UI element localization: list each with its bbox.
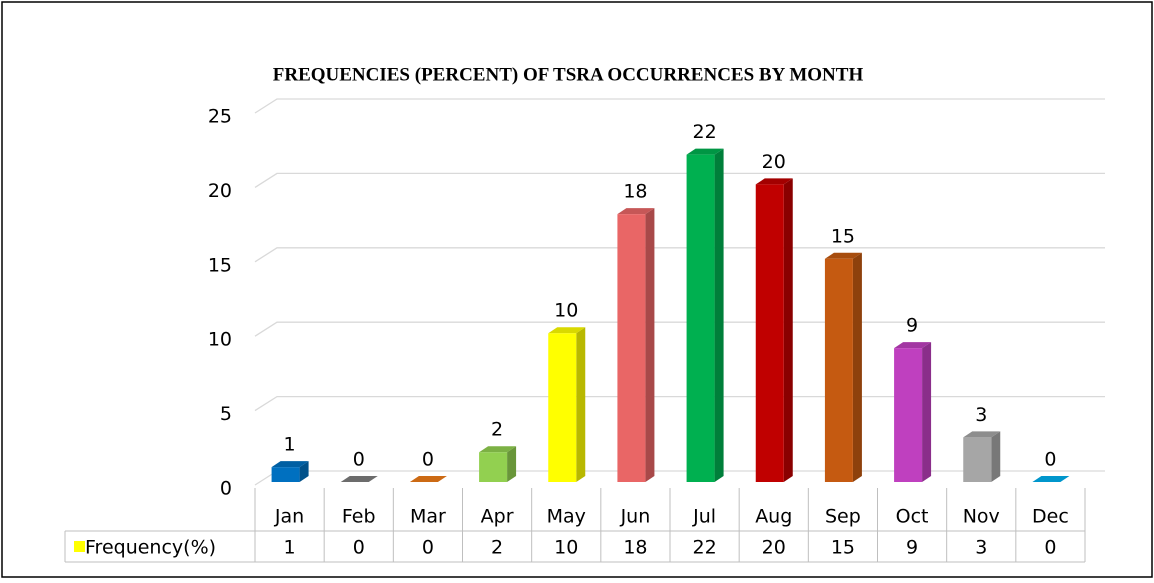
bar: [824, 252, 862, 482]
x-tick-label: Dec: [1032, 506, 1069, 528]
grid-line: [254, 172, 1105, 188]
data-label: 22: [692, 121, 716, 143]
bar-front: [824, 258, 853, 482]
y-tick-label: 15: [208, 254, 232, 276]
table-value: 1: [284, 537, 296, 559]
data-label: 15: [831, 225, 855, 247]
bar: [409, 476, 447, 482]
table-value: 3: [975, 537, 987, 559]
data-label: 0: [353, 449, 365, 471]
bar-top: [617, 208, 655, 215]
x-tick-label: Apr: [481, 506, 514, 528]
table-value: 20: [762, 537, 786, 559]
bar-side: [991, 431, 1001, 482]
bar-side: [576, 327, 586, 482]
bar-top: [824, 252, 862, 259]
bar-top: [963, 431, 1001, 438]
bar-front: [755, 184, 784, 482]
x-tick-label: Feb: [342, 506, 376, 528]
data-label: 20: [762, 151, 786, 173]
table-value: 22: [692, 537, 716, 559]
grid-line: [254, 98, 1105, 114]
bar-front: [548, 333, 577, 482]
data-label: 2: [491, 419, 503, 441]
x-tick-label: Jan: [274, 506, 304, 528]
table-value: 9: [906, 537, 918, 559]
data-label: 3: [975, 404, 987, 426]
x-tick-label: Oct: [896, 506, 929, 528]
data-label: 1: [284, 434, 296, 456]
x-tick-label: Jul: [692, 506, 716, 528]
bar-side: [645, 208, 655, 482]
bar-top: [894, 342, 932, 349]
bar-front: [686, 154, 715, 482]
bar-side: [299, 461, 309, 482]
table-value: 18: [623, 537, 647, 559]
legend-key: [74, 541, 85, 552]
bar-top: [686, 148, 724, 155]
y-tick-label: 25: [208, 106, 232, 128]
chart-title: FREQUENCIES (PERCENT) OF TSRA OCCURRENCE…: [273, 64, 864, 85]
bar-side: [922, 342, 932, 482]
bar: [271, 461, 309, 482]
data-label: 9: [906, 315, 918, 337]
bar-side: [783, 178, 793, 482]
x-tick-label: Jun: [620, 506, 651, 528]
bar: [755, 178, 793, 482]
data-label: 10: [554, 300, 578, 322]
legend-label: Frequency(%): [85, 537, 216, 559]
x-tick-label: Aug: [755, 506, 792, 528]
bar-top: [479, 446, 517, 453]
table-value: 0: [422, 537, 434, 559]
bar: [1032, 476, 1070, 482]
bar-front: [963, 437, 992, 482]
y-tick-label: 20: [208, 180, 232, 202]
bar-front: [894, 348, 923, 482]
table-value: 10: [554, 537, 578, 559]
x-tick-label: Nov: [963, 506, 1000, 528]
bar: [963, 431, 1001, 482]
bar-side: [507, 446, 517, 482]
bar: [340, 476, 378, 482]
data-label: 0: [422, 449, 434, 471]
grid-line: [254, 247, 1105, 263]
bar-front: [617, 214, 646, 482]
x-tick-label: Mar: [410, 506, 446, 528]
bar: [686, 148, 724, 482]
bar-top: [409, 476, 447, 482]
bar-front: [479, 452, 508, 482]
x-tick-label: May: [547, 506, 586, 528]
bar: [617, 208, 655, 482]
bar: [894, 342, 932, 482]
table-value: 15: [831, 537, 855, 559]
bar: [548, 327, 586, 482]
bar: [479, 446, 517, 482]
bar-top: [1032, 476, 1070, 482]
y-tick-label: 0: [220, 478, 232, 500]
bar-side: [852, 252, 862, 482]
table-value: 0: [1044, 537, 1056, 559]
data-label: 18: [623, 181, 647, 203]
table-value: 0: [353, 537, 365, 559]
bar-top: [271, 461, 309, 468]
bar-top: [340, 476, 378, 482]
x-tick-label: Sep: [825, 506, 861, 528]
data-label: 0: [1044, 449, 1056, 471]
bar-side: [714, 148, 724, 482]
bar-top: [548, 327, 586, 334]
y-tick-label: 10: [208, 329, 232, 351]
bar-top: [755, 178, 793, 185]
bar-front: [271, 467, 300, 482]
y-tick-label: 5: [220, 403, 232, 425]
table-value: 2: [491, 537, 503, 559]
